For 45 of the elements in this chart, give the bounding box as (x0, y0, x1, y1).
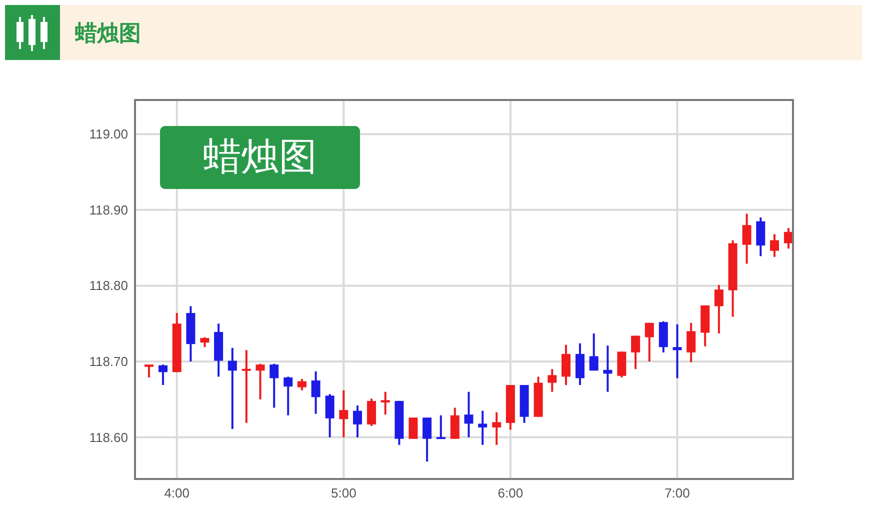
candlestick (742, 212, 752, 265)
candlestick (450, 406, 460, 440)
candlestick (408, 416, 418, 440)
y-tick-label: 118.90 (89, 202, 128, 218)
x-tick-label: 6:00 (498, 486, 524, 500)
chart-title: 蜡烛图 (74, 20, 141, 46)
annotation: 蜡烛图 (203, 136, 317, 178)
candlestick (380, 390, 390, 416)
candlestick (478, 410, 488, 446)
candlestick (284, 376, 293, 416)
y-tick-label: 119.00 (89, 126, 128, 142)
candlestick (561, 344, 570, 386)
x-tick-label: 5:00 (331, 486, 356, 500)
candlestick (436, 414, 446, 440)
candlestick (270, 362, 279, 409)
candlestick (311, 370, 320, 415)
candlestick (631, 334, 640, 370)
candlestick (228, 346, 237, 430)
candlestick (714, 284, 724, 334)
candlestick (325, 393, 334, 438)
candlestick (672, 323, 682, 380)
candlestick (144, 364, 154, 378)
candlestick (548, 368, 557, 393)
candlestick (242, 349, 251, 424)
candlestick (200, 336, 210, 348)
y-tick-label: 118.70 (89, 354, 128, 370)
candlestick (297, 378, 306, 392)
candlestick (686, 322, 696, 364)
candlestick (353, 404, 362, 438)
y-tick-label: 118.80 (89, 278, 128, 294)
x-tick-label: 7:00 (664, 486, 690, 500)
candlestick (644, 322, 654, 363)
candlestick (603, 344, 612, 393)
x-tick-label: 4:00 (164, 486, 190, 500)
candlestick (589, 332, 598, 372)
candlestick (367, 398, 376, 427)
candlestick (770, 233, 779, 258)
candlestick (339, 389, 348, 438)
candlestick (464, 390, 474, 438)
candlestick (784, 227, 793, 250)
candlestick (492, 411, 502, 446)
candlestick (256, 362, 265, 400)
candlestick (422, 416, 432, 463)
y-tick-label: 118.60 (89, 430, 128, 445)
candlestick (158, 364, 168, 386)
